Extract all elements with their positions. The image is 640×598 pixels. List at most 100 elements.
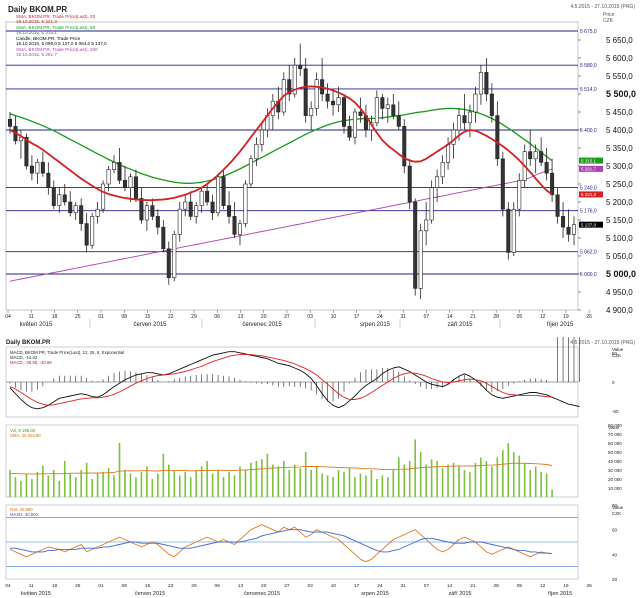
candle-body bbox=[40, 162, 45, 174]
candle-body bbox=[183, 201, 188, 210]
lower-x-tick-label: 31 bbox=[401, 583, 407, 589]
volume-bar bbox=[146, 466, 148, 497]
y-tick-label: 5 250,0 bbox=[606, 180, 633, 189]
candle-body bbox=[243, 183, 248, 224]
lower-x-tick-label: 20 bbox=[261, 583, 267, 589]
candle-body bbox=[57, 194, 62, 206]
lower-x-tick-label: 25 bbox=[75, 583, 81, 589]
x-tick-label: 26 bbox=[586, 314, 592, 320]
x-tick-label: 03 bbox=[307, 314, 313, 320]
volume-axis-label: 60 000 bbox=[608, 441, 622, 446]
volume-bar bbox=[266, 453, 269, 497]
rsi-axis-label: CZK bbox=[612, 511, 621, 516]
candle-body bbox=[172, 234, 177, 278]
y-tick-label: 5 550,0 bbox=[606, 72, 633, 81]
volume-bar bbox=[69, 473, 72, 497]
lower-month-label: září 2015 bbox=[449, 591, 472, 597]
candle-body bbox=[484, 72, 489, 95]
x-tick-label: 14 bbox=[447, 314, 453, 320]
x-tick-label: 31 bbox=[400, 314, 406, 320]
volume-bar bbox=[80, 470, 82, 497]
x-tick-label: 21 bbox=[470, 314, 476, 320]
indicator-panels: Daily BKOM.PR 4.5.2015 - 27.10.2015 (PRG… bbox=[5, 337, 635, 597]
volume-bar bbox=[359, 473, 362, 497]
volume-bar bbox=[206, 461, 208, 497]
volume-bar bbox=[480, 457, 482, 497]
rsi-ma-line bbox=[10, 529, 553, 555]
y-tick-label: 5 050,0 bbox=[606, 252, 633, 261]
volume-bar bbox=[217, 470, 219, 497]
lower-title: Daily BKOM.PR bbox=[6, 340, 51, 346]
volume-bar bbox=[370, 470, 373, 497]
volume-bar bbox=[222, 477, 225, 497]
candle-body bbox=[106, 169, 111, 185]
x-tick-label: 29 bbox=[191, 314, 197, 320]
candle-body bbox=[188, 201, 193, 217]
legend-line-2: 19.10.2015, 5 291,7 bbox=[16, 52, 57, 57]
volume-bar bbox=[244, 470, 247, 497]
volume-axis-label: Value bbox=[608, 425, 620, 430]
lower-x-tick-label: 11 bbox=[29, 583, 34, 589]
volume-bar bbox=[485, 461, 488, 497]
volume-bar bbox=[53, 470, 55, 497]
volume-bar bbox=[436, 461, 438, 497]
price-badge bbox=[579, 221, 603, 228]
legend-line-1: SMA, BKOM.PR, Trade Price(Last), 20 bbox=[16, 14, 96, 19]
candle-body bbox=[544, 162, 549, 174]
volume-bar bbox=[85, 462, 88, 497]
month-label: říjen 2015 bbox=[547, 322, 574, 328]
volume-bar bbox=[397, 457, 400, 497]
x-tick-label: 25 bbox=[75, 314, 81, 320]
candle-body bbox=[122, 180, 127, 188]
volume-bar bbox=[441, 468, 444, 497]
lower-x-tick-label: 05 bbox=[517, 583, 523, 589]
x-tick-label: 07 bbox=[424, 314, 430, 320]
volume-bar bbox=[211, 473, 214, 497]
y-tick-label: 5 650,0 bbox=[606, 36, 633, 45]
level-line-label: 5 000,0 bbox=[580, 272, 597, 278]
candle-body bbox=[248, 158, 253, 185]
x-tick-label: 11 bbox=[29, 314, 34, 320]
volume-bar bbox=[200, 466, 203, 497]
lower-x-tick-label: 04 bbox=[5, 583, 11, 589]
candle-body bbox=[161, 226, 166, 250]
legend-line-1: Candle, BKOM.PR, Trade Price bbox=[16, 36, 81, 41]
candle-body bbox=[79, 205, 84, 224]
macd-axis-label: 50 bbox=[612, 351, 618, 356]
lower-x-tick-label: 06 bbox=[215, 583, 221, 589]
level-line-label: 5 580,0 bbox=[580, 63, 597, 69]
lower-x-tick-label: 29 bbox=[191, 583, 197, 589]
x-tick-label: 01 bbox=[98, 314, 104, 320]
candle-body bbox=[352, 111, 357, 138]
price-badge bbox=[579, 165, 603, 172]
lower-month-label: červenec 2015 bbox=[244, 591, 280, 597]
sma50-line bbox=[9, 107, 553, 184]
macd-line bbox=[9, 351, 580, 410]
volume-bar bbox=[365, 475, 367, 497]
candle-body bbox=[489, 93, 494, 116]
candle-body bbox=[298, 64, 303, 70]
volume-bar bbox=[523, 462, 526, 497]
volume-bar bbox=[261, 459, 263, 497]
lower-month-label: srpen 2015 bbox=[361, 591, 389, 597]
rsi-axis-label: 20 bbox=[612, 577, 618, 582]
x-tick-label: 13 bbox=[238, 314, 244, 320]
volume-bar bbox=[507, 443, 510, 497]
macd-legend-text: MACD, -14.02 bbox=[10, 355, 38, 360]
candle-body bbox=[216, 176, 221, 214]
candle-body bbox=[539, 151, 544, 163]
x-tick-label: 17 bbox=[354, 314, 360, 320]
candle-body bbox=[396, 115, 401, 127]
volume-bar bbox=[255, 461, 258, 497]
candle-body bbox=[84, 223, 89, 246]
candle-body bbox=[385, 104, 390, 109]
volume-bar bbox=[534, 466, 537, 497]
candle-body bbox=[166, 248, 171, 278]
candle-body bbox=[254, 144, 259, 160]
volume-bar bbox=[381, 475, 384, 497]
volume-bar bbox=[282, 461, 285, 497]
candle-body bbox=[462, 115, 467, 124]
candle-body bbox=[533, 151, 538, 160]
candle-body bbox=[221, 176, 226, 206]
